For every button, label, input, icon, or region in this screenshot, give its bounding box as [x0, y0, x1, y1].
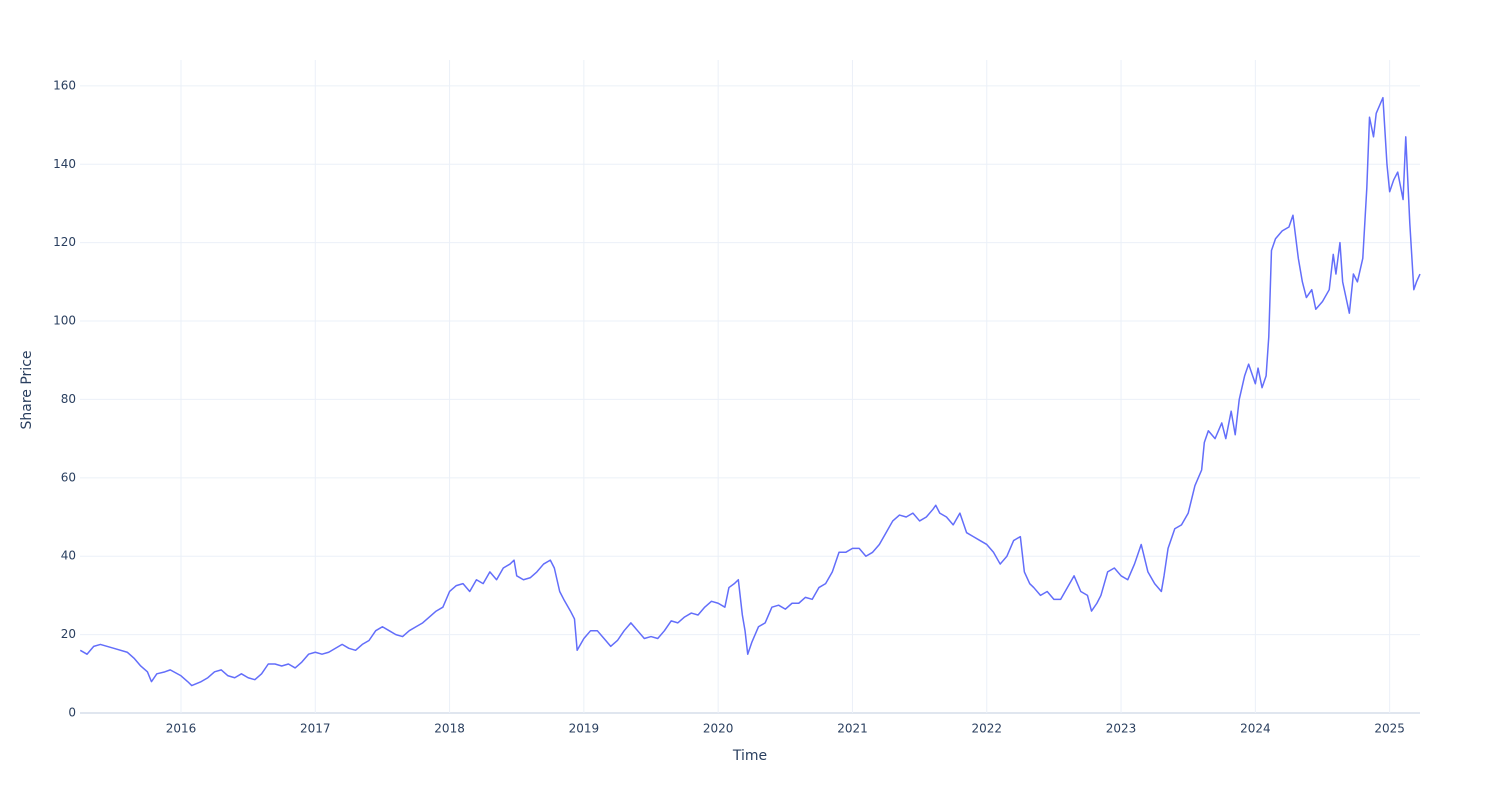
y-tick-label: 140 [53, 157, 76, 171]
y-tick-label: 0 [68, 706, 76, 720]
y-tick-label: 160 [53, 78, 76, 92]
x-tick-label: 2023 [1106, 722, 1137, 736]
x-tick-label: 2016 [166, 722, 197, 736]
x-tick-label: 2017 [300, 722, 331, 736]
y-tick-label: 100 [53, 314, 76, 328]
x-tick-label: 2021 [837, 722, 868, 736]
y-axis-title: Share Price [19, 350, 35, 429]
x-tick-label: 2024 [1240, 722, 1271, 736]
x-tick-label: 2019 [569, 722, 600, 736]
x-tick-label: 2025 [1374, 722, 1405, 736]
y-tick-label: 40 [61, 549, 76, 563]
x-tick-label: 2020 [703, 722, 734, 736]
x-tick-label: 2022 [971, 722, 1002, 736]
y-tick-label: 20 [61, 627, 76, 641]
x-tick-label: 2018 [434, 722, 465, 736]
y-tick-label: 60 [61, 470, 76, 484]
x-axis-title: Time [732, 748, 767, 764]
y-tick-label: 120 [53, 235, 76, 249]
y-tick-label: 80 [61, 392, 76, 406]
price-line [79, 96, 1421, 687]
